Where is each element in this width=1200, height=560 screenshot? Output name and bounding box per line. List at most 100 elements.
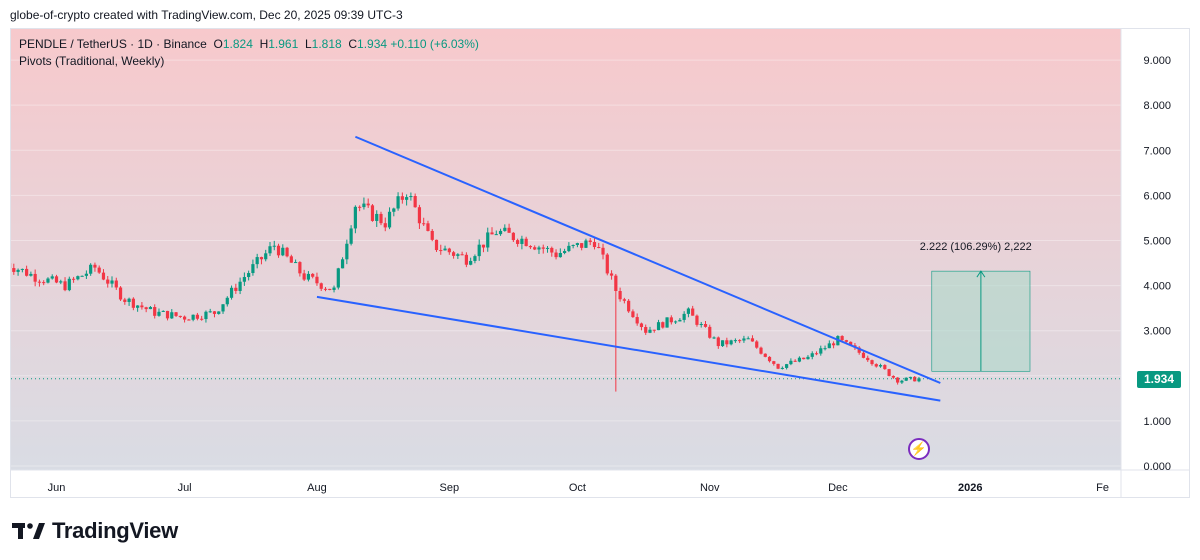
candle-body: [729, 340, 733, 345]
candle-body: [140, 305, 144, 308]
candle-body: [101, 272, 106, 280]
candle-body: [464, 254, 468, 265]
brand-name: TradingView: [52, 518, 178, 543]
candle-body: [558, 253, 562, 258]
ohlc-legend: PENDLE / TetherUS · 1D · Binance O1.824 …: [19, 37, 479, 51]
candle-body: [33, 273, 37, 282]
candle-body: [652, 329, 656, 331]
chart-caption: globe-of-crypto created with TradingView…: [10, 8, 403, 22]
candle-body: [908, 376, 913, 378]
candle-body: [661, 322, 665, 328]
candle-body: [511, 232, 515, 241]
x-tick-label: Dec: [828, 482, 848, 494]
candle-body: [353, 206, 357, 229]
candle-body: [259, 257, 264, 260]
close-label: C: [348, 37, 358, 51]
candle-body: [575, 243, 580, 246]
candle-body: [550, 247, 554, 253]
candle-body: [763, 353, 767, 357]
candle-body: [785, 364, 789, 368]
candle-body: [200, 318, 204, 320]
candle-body: [396, 196, 400, 209]
candle-body: [759, 347, 763, 354]
candle-body: [469, 260, 473, 265]
candle-body: [605, 254, 609, 274]
candle-body: [588, 240, 592, 243]
candle-body: [746, 338, 750, 340]
candle-body: [157, 311, 161, 316]
lightning-icon[interactable]: ⚡: [907, 438, 930, 460]
tradingview-logo[interactable]: TradingView: [12, 518, 178, 544]
candle-body: [302, 273, 306, 280]
y-tick-label: 7.000: [1143, 145, 1171, 157]
candle-body: [857, 347, 861, 353]
candle-body: [144, 307, 148, 310]
candle-body: [67, 278, 71, 291]
candle-body: [16, 269, 20, 272]
candle-body: [776, 363, 780, 369]
candle-body: [315, 276, 319, 284]
candle-body: [276, 245, 281, 256]
y-tick-label: 8.000: [1143, 100, 1171, 112]
candle-body: [447, 248, 451, 253]
candle-body: [874, 364, 878, 367]
candle-body: [20, 268, 24, 270]
indicator-label[interactable]: Pivots (Traditional, Weekly): [19, 54, 165, 68]
candle-body: [767, 356, 772, 362]
candle-body: [238, 281, 242, 291]
candle-body: [383, 223, 387, 228]
candle-body: [328, 288, 332, 290]
y-tick-label: 0.000: [1143, 461, 1171, 473]
candle-body: [896, 377, 900, 383]
candle-body: [524, 238, 528, 247]
candle-body: [891, 375, 895, 378]
candle-body: [831, 343, 836, 346]
candle-body: [810, 353, 814, 357]
candle-body: [89, 264, 93, 274]
candle-body: [823, 348, 827, 350]
candle-body: [174, 312, 178, 316]
candle-body: [114, 280, 118, 288]
candle-body: [861, 352, 866, 358]
candle-body: [772, 361, 776, 364]
x-tick-label: 2026: [958, 482, 982, 494]
candle-body: [887, 369, 891, 376]
candle-body: [298, 262, 302, 274]
candle-body: [268, 246, 272, 254]
candle-body: [311, 273, 315, 277]
x-tick-label: Aug: [307, 482, 327, 494]
candle-body: [289, 256, 293, 263]
candle-body: [42, 282, 46, 284]
candle-body: [562, 251, 567, 254]
candle-body: [217, 311, 221, 314]
y-tick-label: 4.000: [1143, 281, 1171, 293]
x-tick-label: Fe: [1096, 482, 1109, 494]
candle-body: [648, 329, 652, 333]
candlestick-chart[interactable]: 9.0008.0007.0006.0005.0004.0003.0002.000…: [11, 29, 1189, 497]
trendline-upper: [354, 135, 941, 384]
candle-body: [703, 324, 708, 327]
candle-body: [614, 275, 618, 291]
candle-body: [272, 245, 276, 247]
chart-panel[interactable]: 9.0008.0007.0006.0005.0004.0003.0002.000…: [10, 28, 1190, 498]
candle-body: [97, 267, 101, 273]
candle-body: [699, 324, 703, 326]
candle-body: [665, 317, 669, 328]
candle-body: [537, 247, 541, 250]
candle-body: [426, 223, 430, 231]
low-label: L: [304, 37, 312, 51]
candle-body: [12, 268, 16, 272]
candle-body: [580, 243, 584, 248]
candle-body: [789, 360, 793, 365]
candle-body: [80, 275, 84, 277]
candle-body: [285, 247, 289, 257]
candle-body: [439, 250, 443, 252]
candle-body: [644, 327, 648, 333]
candle-body: [797, 357, 802, 362]
last-price-tag: 1.934: [1137, 370, 1181, 388]
y-tick-label: 5.000: [1143, 235, 1171, 247]
y-tick-label: 1.000: [1143, 416, 1171, 428]
candle-body: [507, 227, 511, 233]
candle-body: [148, 307, 153, 310]
y-tick-label: 9.000: [1143, 55, 1171, 67]
